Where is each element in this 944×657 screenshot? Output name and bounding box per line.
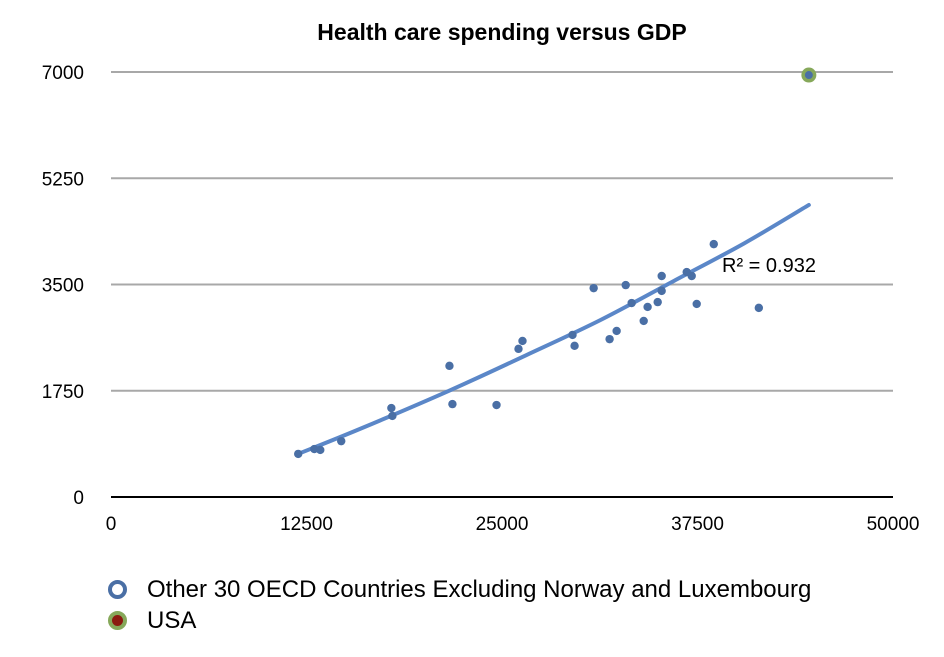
oecd-point [709,239,718,249]
oecd-point [687,271,696,281]
oecd-point [612,326,621,336]
oecd-point [621,280,630,290]
oecd-point [294,449,303,459]
x-tick-labels: 0 12500 25000 37500 50000 [106,514,920,535]
x-tick-label: 50000 [867,514,920,535]
y-tick-label: 3500 [42,276,84,297]
oecd-point [605,334,614,344]
legend-label-oecd: Other 30 OECD Countries Excluding Norway… [147,575,812,603]
oecd-point [643,302,652,312]
chart-title: Health care spending versus GDP [317,19,686,45]
y-tick-labels: 0 1750 3500 5250 7000 [42,63,84,509]
oecd-point [627,298,636,308]
oecd-point [492,400,501,410]
oecd-point [657,286,666,296]
oecd-point [518,336,527,346]
legend-label-usa: USA [147,606,197,634]
oecd-point [639,316,648,326]
oecd-point [514,344,523,354]
trendline [296,202,811,456]
oecd-point [568,330,577,340]
oecd-point [387,403,396,413]
oecd-point [448,399,457,409]
legend-item-usa: USA [108,605,811,636]
y-tick-label: 7000 [42,63,84,84]
x-tick-label: 25000 [476,514,529,535]
oecd-point [692,299,701,309]
data-points [294,67,817,459]
x-tick-label: 12500 [280,514,333,535]
legend-item-oecd: Other 30 OECD Countries Excluding Norway… [108,574,811,605]
oecd-point [337,436,346,446]
x-tick-label: 37500 [671,514,724,535]
r-squared-label: R² = 0.932 [722,255,816,277]
y-tick-label: 1750 [42,382,84,403]
oecd-point [388,411,397,421]
oecd-point [445,361,454,371]
legend-marker-oecd-icon [108,580,127,599]
usa-point [804,71,813,80]
y-tick-label: 0 [73,488,84,509]
legend-marker-usa-icon [108,611,127,630]
x-tick-label: 0 [106,514,117,535]
oecd-point [316,445,325,455]
oecd-point [589,283,598,293]
oecd-point [754,303,764,313]
oecd-point [570,341,579,351]
legend: Other 30 OECD Countries Excluding Norway… [108,574,811,636]
y-tick-label: 5250 [42,169,84,190]
oecd-point [653,297,662,307]
oecd-point [657,271,666,281]
gridlines [111,71,893,392]
